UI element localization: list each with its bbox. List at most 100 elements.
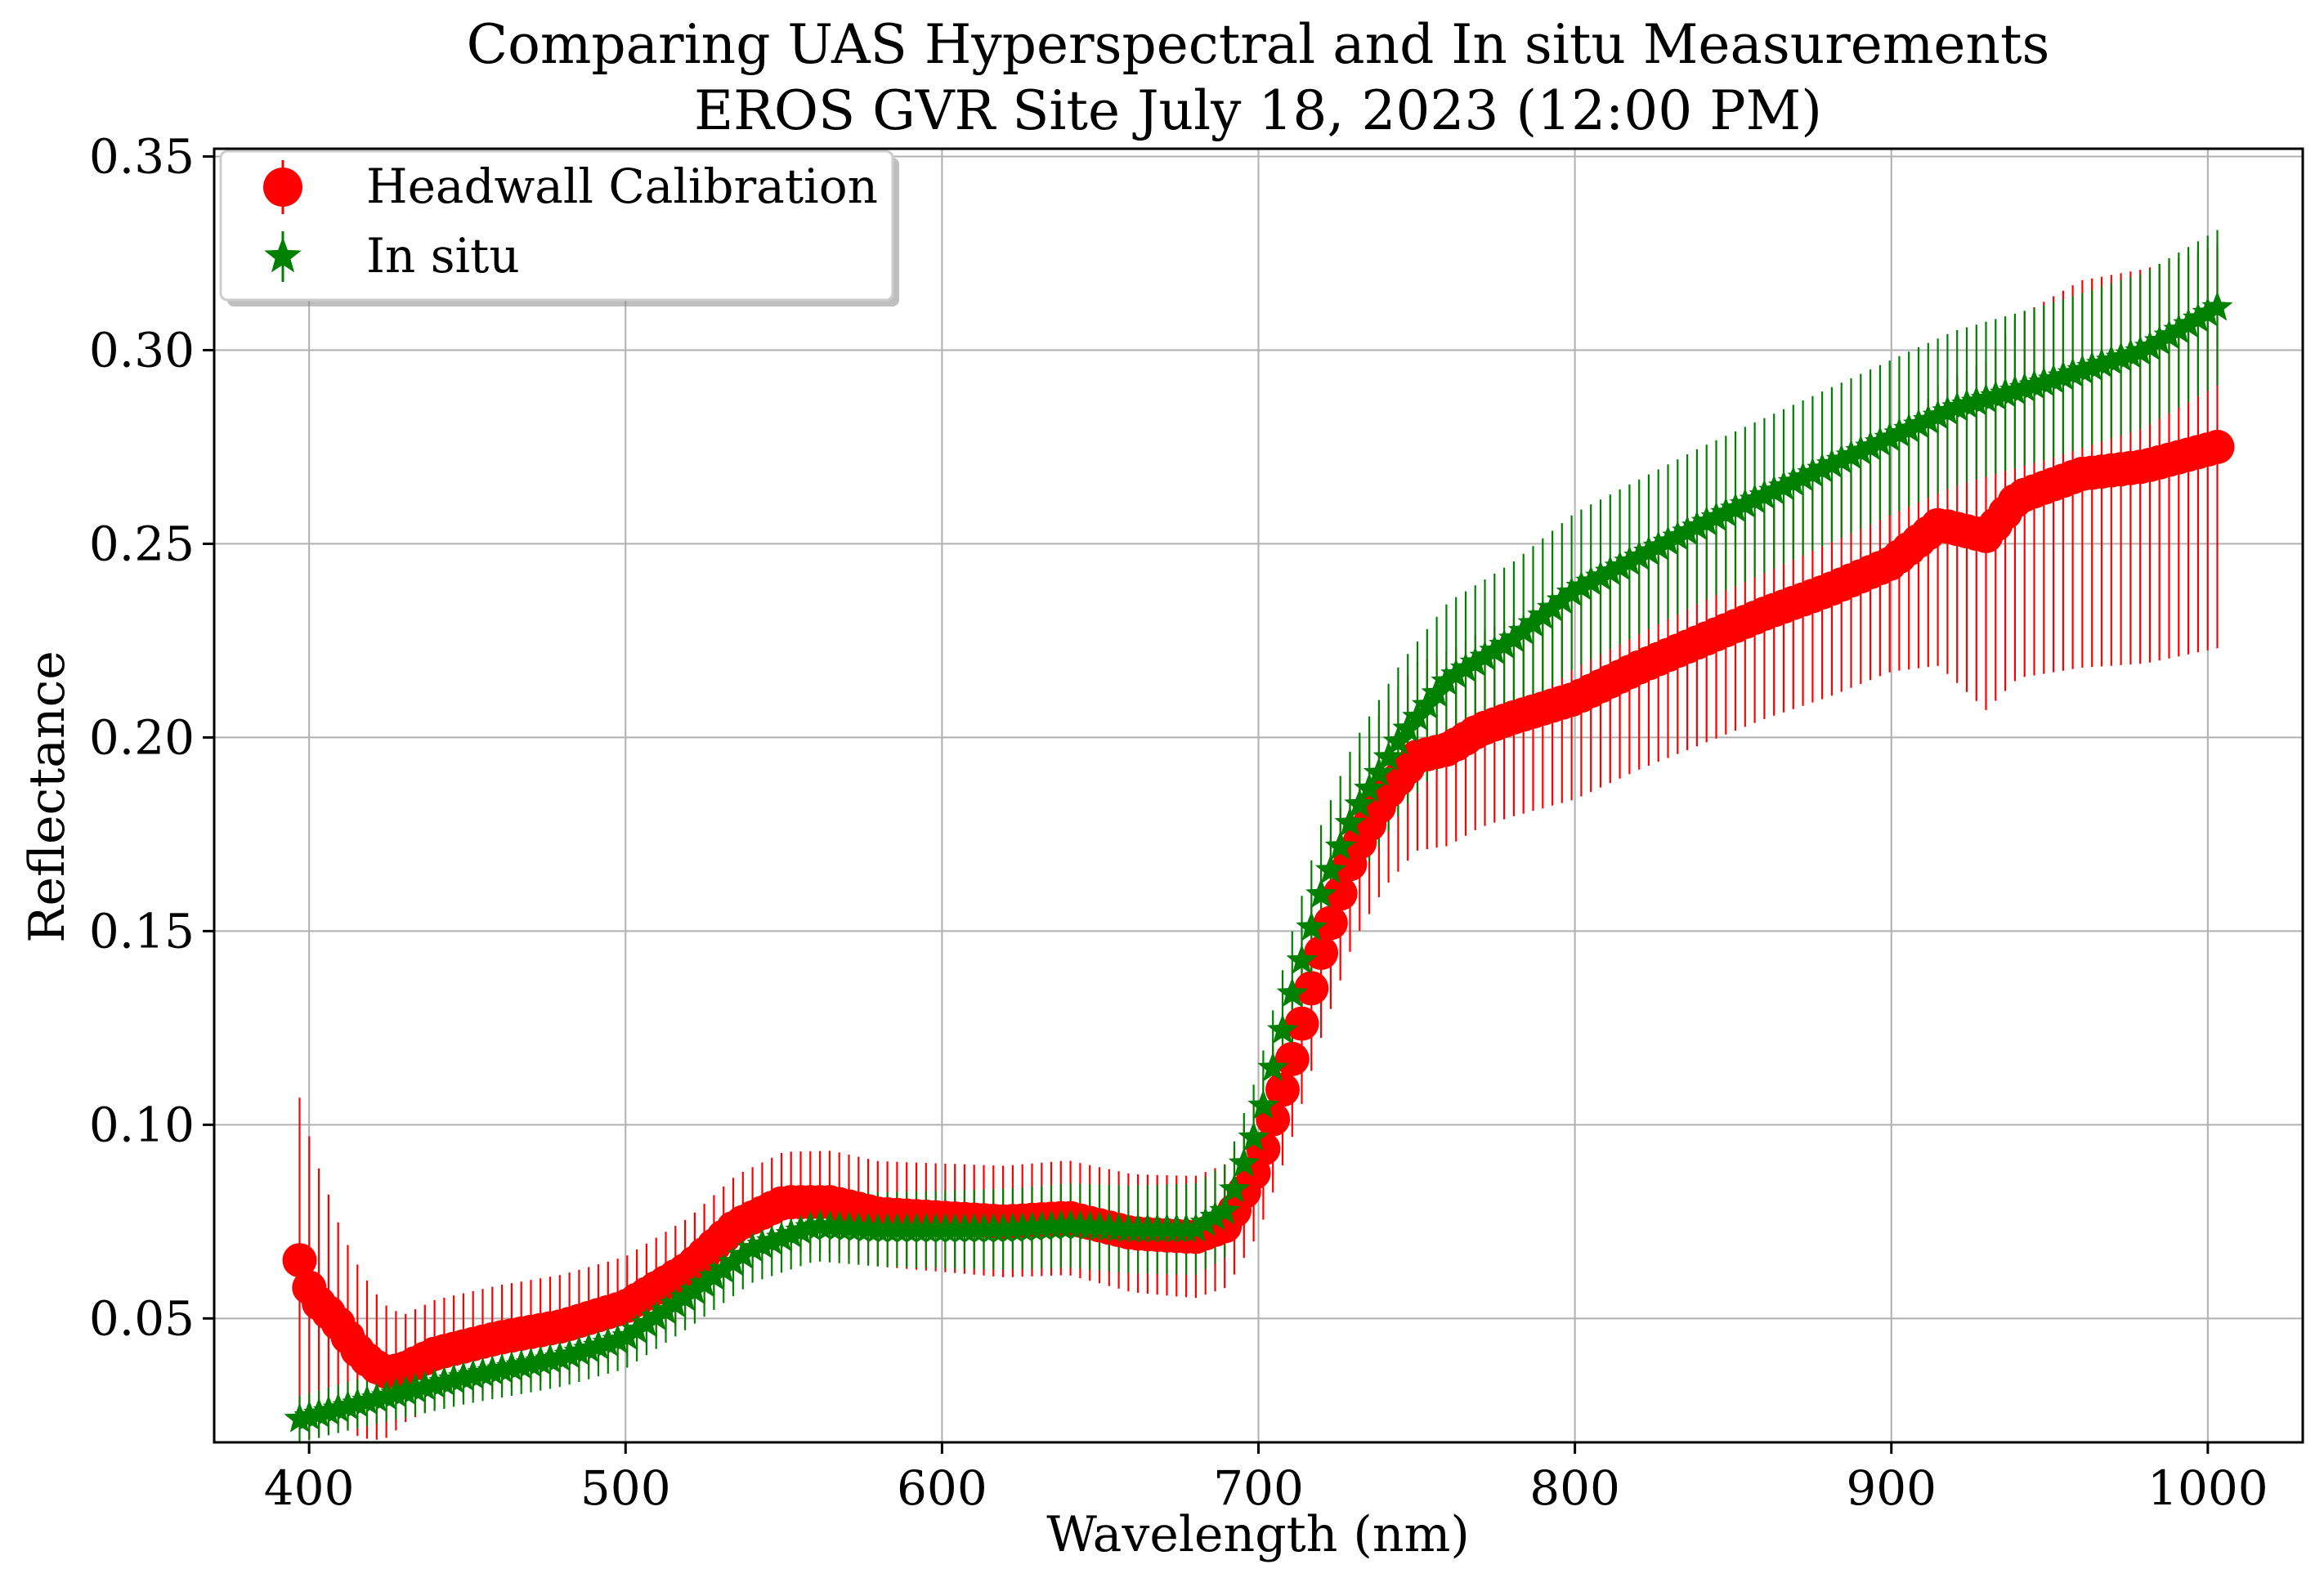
- insitu-point: [630, 1307, 662, 1337]
- insitu-point: [467, 1357, 499, 1387]
- insitu-point: [785, 1214, 817, 1245]
- insitu-point: [1228, 1147, 1260, 1178]
- insitu-point: [505, 1349, 537, 1379]
- insitu-point: [2125, 335, 2156, 365]
- insitu-point: [477, 1355, 508, 1385]
- insitu-point: [1912, 404, 1944, 434]
- insitu-point: [2038, 363, 2070, 393]
- insitu-point: [1546, 583, 1578, 614]
- insitu-point: [495, 1351, 527, 1381]
- headwall-point: [1323, 876, 1358, 911]
- insitu-point: [1527, 599, 1559, 629]
- insitu-point: [293, 1400, 325, 1430]
- insitu-point: [2115, 338, 2147, 369]
- chart-subtitle: EROS GVR Site July 18, 2023 (12:00 PM): [694, 79, 1822, 142]
- insitu-point: [1864, 426, 1896, 456]
- x-tick-label: 500: [580, 1460, 671, 1516]
- headwall-point: [1294, 971, 1329, 1006]
- insitu-point: [592, 1326, 624, 1357]
- insitu-point: [1614, 545, 1646, 575]
- insitu-point: [1652, 525, 1684, 556]
- insitu-point: [2028, 366, 2060, 396]
- y-tick-label: 0.15: [89, 903, 195, 959]
- insitu-point: [1777, 466, 1809, 496]
- insitu-point: [688, 1267, 720, 1298]
- insitu-point: [553, 1339, 585, 1369]
- insitu-point: [1267, 1013, 1298, 1044]
- insitu-point: [1980, 380, 2012, 410]
- legend-headwall-marker: [263, 168, 302, 207]
- y-tick-label: 0.30: [89, 322, 195, 378]
- axis-ticks: 400 500 600 700 800 900 1000 0.05 0.10 0.15 0.20 0.…: [89, 128, 2268, 1516]
- insitu-point: [1334, 807, 1366, 837]
- insitu-point: [795, 1210, 826, 1241]
- insitu-point: [2134, 330, 2165, 360]
- insitu-point: [360, 1382, 392, 1412]
- insitu-point: [1903, 408, 1934, 438]
- insitu-point: [525, 1345, 557, 1375]
- insitu-point: [303, 1397, 335, 1428]
- insitu-point: [1855, 430, 1887, 461]
- insitu-point: [1489, 628, 1520, 659]
- insitu-point: [1623, 540, 1655, 570]
- y-axis-label: Reflectance: [19, 650, 76, 942]
- insitu-point: [698, 1260, 730, 1290]
- insitu-point: [1247, 1089, 1279, 1120]
- insitu-point: [563, 1335, 595, 1366]
- insitu-point: [1681, 510, 1713, 540]
- insitu-point: [342, 1387, 374, 1417]
- insitu-point: [1807, 452, 1838, 483]
- insitu-point: [583, 1330, 614, 1360]
- x-tick-label: 400: [264, 1460, 355, 1516]
- insitu-point: [1296, 911, 1328, 941]
- y-tick-label: 0.25: [89, 516, 195, 571]
- insitu-point: [1354, 772, 1386, 802]
- insitu-point: [1768, 470, 1799, 500]
- insitu-point: [746, 1228, 778, 1258]
- insitu-point: [1720, 492, 1752, 522]
- headwall-point: [1304, 936, 1339, 970]
- insitu-point: [400, 1373, 431, 1403]
- insitu-point: [640, 1300, 672, 1330]
- insitu-point: [2182, 302, 2214, 333]
- legend-headwall-label: Headwall Calibration: [366, 159, 878, 214]
- insitu-point: [602, 1324, 634, 1354]
- x-tick-label: 1000: [2147, 1460, 2268, 1516]
- insitu-point: [1209, 1195, 1241, 1225]
- insitu-point: [2143, 324, 2175, 355]
- insitu-point: [1469, 640, 1501, 671]
- insitu-point: [1199, 1200, 1231, 1231]
- insitu-point: [718, 1246, 749, 1276]
- y-tick-label: 0.35: [89, 128, 195, 184]
- insitu-point: [380, 1377, 412, 1407]
- insitu-point: [1431, 665, 1462, 695]
- x-tick-label: 900: [1846, 1460, 1937, 1516]
- legend-insitu-label: In situ: [366, 228, 520, 284]
- headwall-point: [1284, 1006, 1319, 1041]
- legend-box: [219, 150, 894, 302]
- insitu-point: [2057, 357, 2089, 387]
- insitu-point: [1575, 566, 1607, 596]
- insitu-point: [1950, 388, 1982, 418]
- insitu-point: [737, 1232, 768, 1262]
- insitu-point: [2067, 354, 2098, 384]
- insitu-point: [2173, 308, 2205, 338]
- insitu-point: [1238, 1121, 1269, 1151]
- insitu-point: [621, 1313, 653, 1343]
- x-tick-label: 800: [1529, 1460, 1620, 1516]
- insitu-point: [515, 1347, 547, 1377]
- insitu-point: [1372, 741, 1404, 771]
- insitu-point: [1845, 435, 1877, 465]
- insitu-point: [1758, 475, 1790, 505]
- insitu-point: [1932, 395, 1964, 425]
- chart-title: Comparing UAS Hyperspectral and In situ …: [467, 13, 2050, 76]
- insitu-point: [1305, 878, 1337, 908]
- insitu-point: [428, 1366, 460, 1396]
- insitu-point: [1565, 570, 1597, 601]
- insitu-point: [1999, 374, 2031, 405]
- insitu-point: [1700, 501, 1732, 531]
- insitu-point: [1594, 555, 1626, 585]
- x-tick-label: 700: [1213, 1460, 1304, 1516]
